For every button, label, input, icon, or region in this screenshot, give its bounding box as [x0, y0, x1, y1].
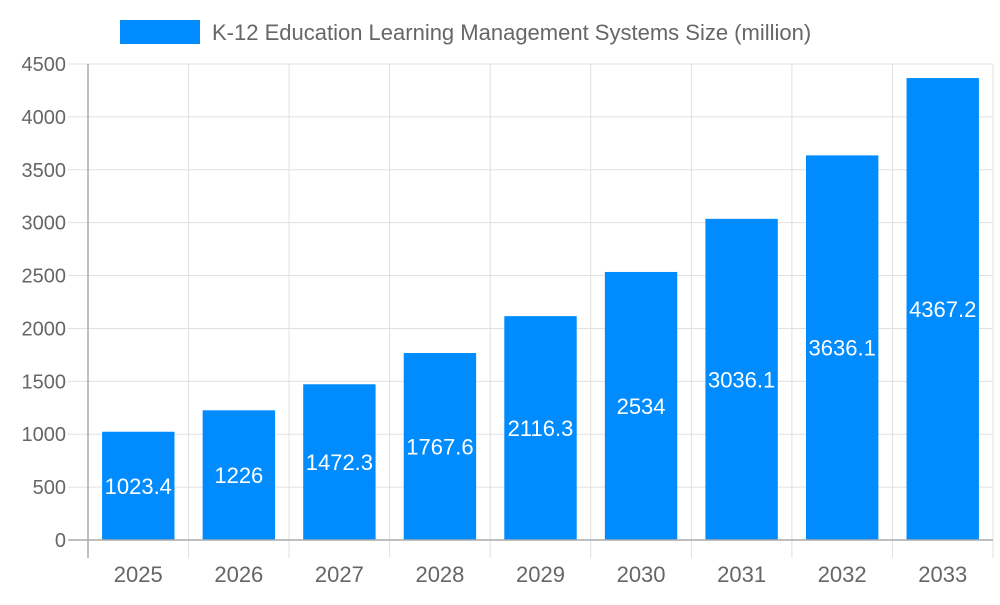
x-tick-label: 2028	[415, 562, 464, 587]
data-label: 2116.3	[508, 416, 574, 441]
y-tick-label: 500	[33, 477, 66, 499]
data-label: 4367.2	[909, 297, 976, 322]
bar	[102, 431, 175, 540]
y-tick-label: 3500	[22, 160, 67, 182]
bar	[303, 384, 376, 540]
y-tick-label: 4000	[22, 107, 67, 129]
x-tick-label: 2026	[214, 562, 263, 587]
legend-label: K-12 Education Learning Management Syste…	[212, 20, 811, 45]
data-label: 2534	[617, 394, 666, 419]
x-tick-label: 2029	[516, 562, 565, 587]
y-tick-label: 1000	[22, 424, 67, 446]
data-label: 3036.1	[708, 367, 775, 392]
bar	[705, 218, 778, 540]
bar	[604, 271, 678, 540]
data-label: 1472.3	[306, 450, 373, 475]
legend[interactable]: K-12 Education Learning Management Syste…	[120, 20, 811, 45]
x-tick-label: 2033	[918, 562, 967, 587]
legend-swatch	[120, 20, 200, 44]
x-tick-label: 2025	[114, 562, 163, 587]
data-label: 1226	[214, 463, 263, 488]
bar	[202, 410, 276, 540]
x-tick-label: 2031	[717, 562, 766, 587]
y-tick-label: 1500	[22, 371, 67, 393]
bar	[403, 353, 477, 540]
bar	[906, 78, 979, 540]
bar	[504, 316, 577, 540]
data-label: 3636.1	[809, 336, 876, 361]
data-label: 1023.4	[105, 474, 172, 499]
y-tick-label: 0	[55, 530, 66, 552]
y-tick-label: 2000	[22, 318, 67, 340]
y-tick-label: 2500	[22, 266, 67, 288]
x-tick-label: 2027	[315, 562, 364, 587]
bars: 1023.4 1226 1472.3 1767.6 2116.3 2534 3036.1 36…	[102, 78, 979, 541]
bar	[805, 155, 879, 541]
y-tick-label: 3000	[22, 213, 67, 235]
data-label: 1767.6	[406, 435, 473, 460]
x-tick-label: 2032	[818, 562, 867, 587]
x-tick-label: 2030	[617, 562, 666, 587]
y-tick-label: 4500	[22, 54, 67, 76]
axes: 0 500 1000 1500 2000 2500 3000 3500 4000 4500 2025…	[22, 54, 993, 587]
